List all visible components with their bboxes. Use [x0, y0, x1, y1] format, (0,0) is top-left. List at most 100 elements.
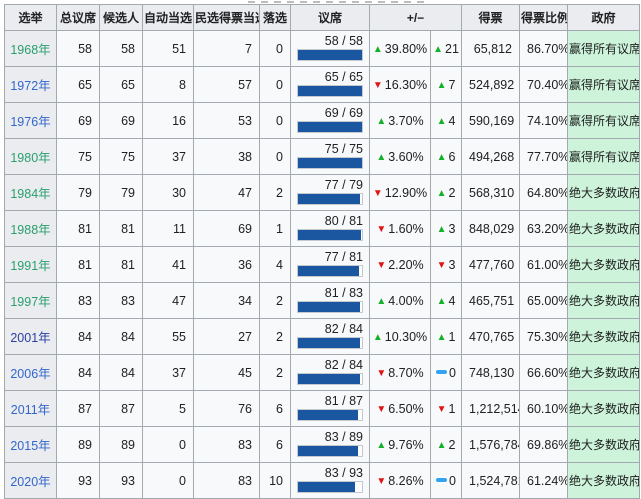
- seat-change-cell: ▲ 2: [429, 426, 463, 463]
- government-cell: 绝大多数政府: [567, 282, 641, 319]
- lost-cell: 0: [259, 30, 291, 67]
- vote-share-cell: 65.00%: [519, 282, 569, 319]
- votes-cell: 590,169: [461, 102, 521, 139]
- year-cell: 2011年: [4, 390, 57, 427]
- candidates-cell: 79: [99, 174, 143, 211]
- seat-trend-icon: [436, 477, 448, 482]
- candidates-cell: 84: [99, 354, 143, 391]
- seat-trend-icon: [436, 369, 448, 374]
- elected-by-vote-cell: 76: [193, 390, 260, 427]
- seat-change-cell: ▲ 3: [429, 210, 463, 247]
- year-cell: 2001年: [4, 318, 57, 355]
- seat-change-value: 1: [448, 401, 456, 416]
- year-link[interactable]: 2006年: [10, 367, 51, 381]
- seats-cell: 77 / 81: [290, 246, 370, 283]
- seat-change-value: 21: [445, 41, 459, 56]
- seat-bar-fill-icon: [298, 158, 362, 168]
- seat-bar-track: [297, 373, 363, 385]
- seat-bar-fill-icon: [298, 122, 362, 132]
- seat-bar-fill-icon: [298, 338, 361, 348]
- seat-bar-track: [297, 121, 363, 133]
- vote-share-cell: 60.10%: [519, 390, 569, 427]
- seat-bar-track: [297, 409, 363, 421]
- year-link[interactable]: 1972年: [10, 79, 51, 93]
- total-seats-cell: 69: [56, 102, 100, 139]
- total-seats-cell: 83: [56, 282, 100, 319]
- year-cell: 2020年: [4, 462, 57, 499]
- auto-elected-cell: 8: [142, 66, 194, 103]
- year-cell: 1991年: [4, 246, 57, 283]
- seat-trend-icon: ▼: [436, 259, 447, 271]
- seat-change-cell: 0: [429, 354, 463, 391]
- table-row: 1997年 83 83 47 34 2 81 / 83 ▲ 4.00% ▲ 4 46…: [4, 282, 641, 319]
- seats-won-label: 83 / 89: [324, 430, 363, 444]
- vote-share-change-cell: ▲ 3.70%: [369, 102, 431, 139]
- year-link[interactable]: 1997年: [10, 295, 51, 309]
- col-header-elected-by-vote: 民选得票当选: [193, 4, 260, 31]
- candidates-cell: 81: [99, 210, 143, 247]
- total-seats-cell: 93: [56, 462, 100, 499]
- seats-cell: 83 / 93: [290, 462, 370, 499]
- year-link[interactable]: 1968年: [10, 43, 51, 57]
- votes-cell: 748,130: [461, 354, 521, 391]
- year-link[interactable]: 2015年: [10, 439, 51, 453]
- vote-share-change-value: 1.60%: [388, 221, 424, 236]
- col-header-auto-elected: 自动当选: [142, 4, 194, 31]
- lost-cell: 2: [259, 174, 291, 211]
- elected-by-vote-cell: 47: [193, 174, 260, 211]
- seat-bar-fill-icon: [298, 86, 362, 96]
- year-link[interactable]: 1980年: [10, 151, 51, 165]
- table-row: 2011年 87 87 5 76 6 81 / 87 ▼ 6.50% ▼ 1 1,2…: [4, 390, 641, 427]
- elected-by-vote-cell: 27: [193, 318, 260, 355]
- lost-cell: 6: [259, 426, 291, 463]
- lost-cell: 0: [259, 66, 291, 103]
- year-link[interactable]: 2001年: [10, 331, 51, 345]
- year-link[interactable]: 1988年: [10, 223, 51, 237]
- seat-bar-fill-icon: [298, 194, 361, 204]
- vote-share-change-value: 39.80%: [384, 41, 428, 56]
- seats-cell: 58 / 58: [290, 30, 370, 67]
- seat-bar-fill-icon: [298, 446, 358, 456]
- seat-bar-track: [297, 265, 363, 277]
- year-link[interactable]: 2011年: [10, 403, 51, 417]
- auto-elected-cell: 51: [142, 30, 194, 67]
- seats-cell: 81 / 83: [290, 282, 370, 319]
- votes-cell: 494,268: [461, 138, 521, 175]
- elected-by-vote-cell: 83: [193, 426, 260, 463]
- seats-cell: 82 / 84: [290, 318, 370, 355]
- year-link[interactable]: 1991年: [10, 259, 51, 273]
- year-cell: 2006年: [4, 354, 57, 391]
- government-cell: 绝大多数政府: [567, 174, 641, 211]
- candidates-cell: 83: [99, 282, 143, 319]
- vote-share-change-cell: ▼ 16.30%: [369, 66, 431, 103]
- year-link[interactable]: 1976年: [10, 115, 51, 129]
- clipped-caption: [248, 1, 428, 3]
- seat-bar-track: [297, 301, 363, 313]
- year-cell: 1988年: [4, 210, 57, 247]
- vote-share-trend-icon: ▼: [376, 367, 387, 379]
- vote-share-change-cell: ▼ 2.20%: [369, 246, 431, 283]
- auto-elected-cell: 0: [142, 426, 194, 463]
- year-cell: 1980年: [4, 138, 57, 175]
- col-header-seats: 议席: [290, 4, 370, 31]
- seat-bar-track: [297, 157, 363, 169]
- seat-change-value: 1: [448, 329, 456, 344]
- seat-change-cell: ▲ 4: [429, 102, 463, 139]
- government-cell: 赢得所有议席: [567, 30, 641, 67]
- year-link[interactable]: 1984年: [10, 187, 51, 201]
- col-header-change: +/−: [368, 4, 463, 31]
- seat-bar-fill-icon: [298, 410, 358, 420]
- auto-elected-cell: 30: [142, 174, 194, 211]
- year-link[interactable]: 2020年: [10, 475, 51, 489]
- seats-won-label: 82 / 84: [324, 322, 363, 336]
- votes-cell: 1,212,514: [461, 390, 521, 427]
- elected-by-vote-cell: 53: [193, 102, 260, 139]
- government-cell: 绝大多数政府: [567, 390, 641, 427]
- vote-share-change-value: 16.30%: [384, 77, 428, 92]
- candidates-cell: 75: [99, 138, 143, 175]
- total-seats-cell: 81: [56, 246, 100, 283]
- seats-won-label: 69 / 69: [324, 106, 363, 120]
- lost-cell: 2: [259, 318, 291, 355]
- vote-share-cell: 75.30%: [519, 318, 569, 355]
- vote-share-change-value: 6.50%: [388, 401, 424, 416]
